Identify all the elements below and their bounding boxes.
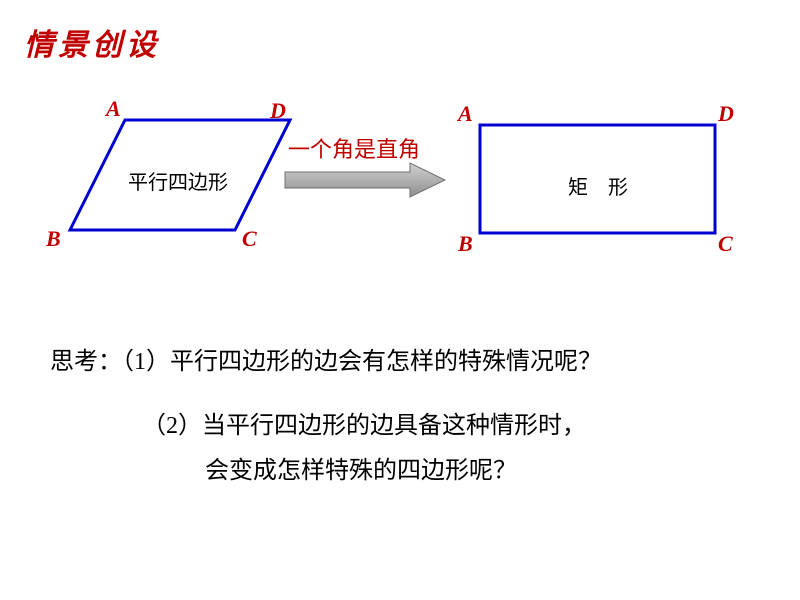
arrow-polygon xyxy=(285,163,445,197)
question-1: 思考：（1）平行四边形的边会有怎样的特殊情况呢？ xyxy=(50,340,750,386)
parallelogram-vertex-a: A xyxy=(106,96,121,122)
arrow-shape xyxy=(280,160,450,200)
parallelogram-vertex-b: B xyxy=(46,226,61,252)
questions-block: 思考：（1）平行四边形的边会有怎样的特殊情况呢？ （2）当平行四边形的边具备这种… xyxy=(50,340,750,495)
rectangle-shape: A D B C 矩 形 xyxy=(470,115,720,245)
question-2-line1: （2）当平行四边形的边具备这种情形时， xyxy=(142,404,750,450)
parallelogram-vertex-d: D xyxy=(270,98,286,124)
rectangle-vertex-c: C xyxy=(718,231,733,257)
diagram-area: A D B C 平行四边形 一个角是直角 A D B C 矩 形 xyxy=(0,100,800,280)
rectangle-vertex-b: B xyxy=(458,231,473,257)
page-title: 情景创设 xyxy=(24,20,160,64)
rectangle-vertex-d: D xyxy=(718,101,734,127)
parallelogram-label: 平行四边形 xyxy=(128,166,228,195)
question-2-line2: 会变成怎样特殊的四边形呢？ xyxy=(205,449,750,495)
parallelogram-vertex-c: C xyxy=(242,226,257,252)
rectangle-vertex-a: A xyxy=(458,101,473,127)
rectangle-label: 矩 形 xyxy=(568,171,628,200)
question-prefix: 思考： xyxy=(50,349,122,375)
question-1-text: （1）平行四边形的边会有怎样的特殊情况呢？ xyxy=(122,349,602,375)
parallelogram-shape: A D B C 平行四边形 xyxy=(50,110,290,240)
arrow-svg xyxy=(280,160,450,200)
